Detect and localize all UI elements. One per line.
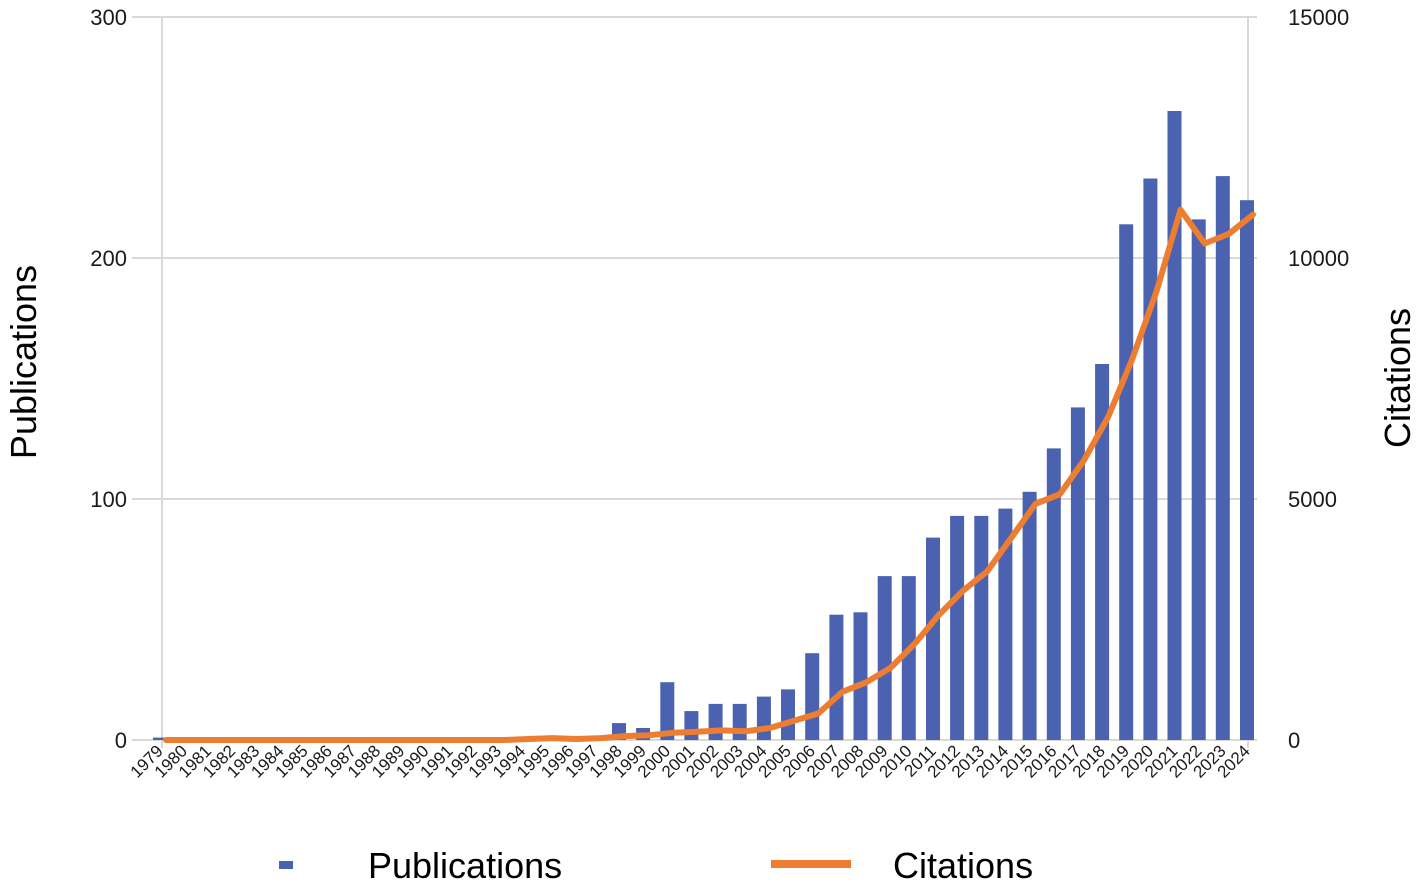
bar-2005 xyxy=(781,689,795,740)
left-tick-label: 300 xyxy=(90,5,127,30)
right-tick-label: 5000 xyxy=(1288,487,1337,512)
bar-2003 xyxy=(732,703,747,740)
bar-2017 xyxy=(1070,407,1085,740)
gridlines xyxy=(132,16,1257,748)
bar-2004 xyxy=(756,696,771,740)
right-tick-label: 15000 xyxy=(1288,5,1349,30)
right-axis-title: Citations xyxy=(1377,308,1418,448)
legend-citations-label: Citations xyxy=(893,845,1033,886)
bar-2012 xyxy=(950,515,965,740)
bar-2018 xyxy=(1095,364,1110,740)
left-tick-label: 100 xyxy=(90,487,127,512)
bar-2022 xyxy=(1191,219,1206,740)
bar-2019 xyxy=(1119,224,1134,741)
right-tick-label: 10000 xyxy=(1288,246,1349,271)
bar-2009 xyxy=(877,576,892,740)
bar-2020 xyxy=(1143,178,1158,740)
citations-line-layer xyxy=(163,206,1256,743)
bar-2021 xyxy=(1167,111,1182,740)
bar-2008 xyxy=(853,612,868,740)
bar-2006 xyxy=(805,653,820,740)
legend: Publications Citations xyxy=(279,845,1033,886)
bar-2023 xyxy=(1215,176,1230,741)
legend-citations-swatch xyxy=(771,860,851,868)
citations-line xyxy=(163,206,1256,743)
bar-2010 xyxy=(901,576,916,740)
left-tick-label: 0 xyxy=(115,728,127,753)
left-axis-ticks: 0 100 200 300 xyxy=(90,5,127,753)
publications-bars xyxy=(153,111,1254,741)
bar-2011 xyxy=(926,537,940,740)
left-axis-title: Publications xyxy=(3,265,44,459)
bar-1979 xyxy=(153,737,167,740)
bar-2013 xyxy=(974,515,989,740)
legend-publications-label: Publications xyxy=(368,845,562,886)
bar-2024 xyxy=(1240,200,1254,740)
left-tick-label: 200 xyxy=(90,246,127,271)
bar-2015 xyxy=(1022,491,1037,740)
bar-2007 xyxy=(829,614,844,740)
right-axis-ticks: 0 5000 10000 15000 xyxy=(1288,5,1349,753)
bar-2002 xyxy=(708,703,723,740)
bar-2001 xyxy=(684,711,699,740)
legend-publications-swatch xyxy=(279,861,293,869)
right-tick-label: 0 xyxy=(1288,728,1300,753)
bar-2014 xyxy=(998,508,1013,740)
bar-2000 xyxy=(660,682,675,740)
x-axis-ticks: 1979198019811982198319841985198619871988… xyxy=(127,741,1254,781)
bar-2016 xyxy=(1046,448,1061,740)
